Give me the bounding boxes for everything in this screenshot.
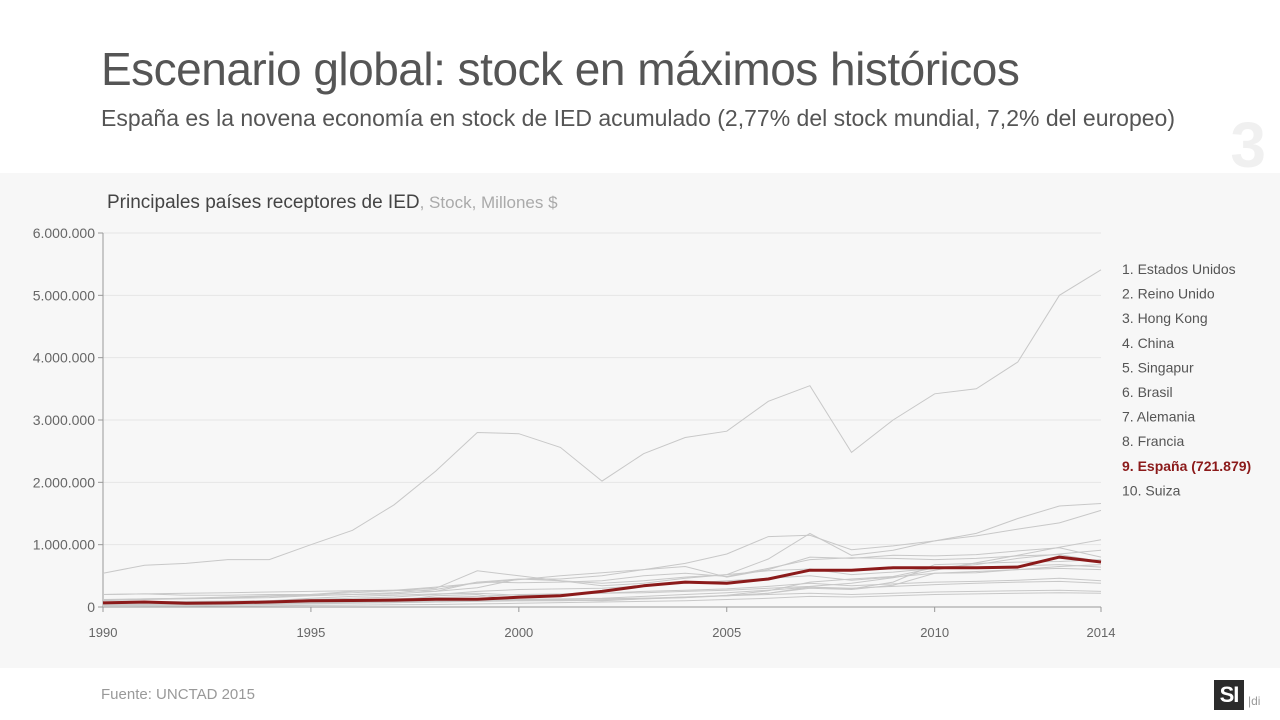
legend-item: 5. Singapur — [1122, 359, 1194, 375]
y-tick-label: 2.000.000 — [33, 474, 95, 490]
series-line — [102, 547, 1102, 601]
legend-item: 1. Estados Unidos — [1122, 261, 1236, 277]
y-tick-label: 1.000.000 — [33, 537, 95, 553]
legend-item: 6. Brasil — [1122, 384, 1173, 400]
x-tick-label: 2010 — [920, 625, 949, 640]
y-tick-label: 6.000.000 — [33, 225, 95, 241]
source-note: Fuente: UNCTAD 2015 — [101, 686, 255, 703]
y-tick-label: 5.000.000 — [33, 287, 95, 303]
page-subtitle: España es la novena economía en stock de… — [101, 105, 1175, 131]
chart-title-text: Principales países receptores de IED — [107, 192, 420, 213]
legend-item: 9. España (721.879) — [1122, 458, 1251, 474]
chart-title: Principales países receptores de IED, St… — [107, 192, 558, 214]
legend-item: 3. Hong Kong — [1122, 310, 1208, 326]
x-tick-label: 2000 — [504, 625, 533, 640]
page-title: Escenario global: stock en máximos histó… — [101, 43, 1020, 95]
series-line-espana — [102, 555, 1102, 605]
x-tick-label: 2014 — [1087, 625, 1116, 640]
series-line — [102, 592, 1102, 607]
page-number: 3 — [1230, 109, 1266, 181]
x-tick-label: 2005 — [712, 625, 741, 640]
logo: SI — [1214, 680, 1244, 710]
legend-item: 4. China — [1122, 335, 1174, 351]
x-tick-label: 1995 — [296, 625, 325, 640]
series-line — [102, 554, 1102, 602]
logo-tail: |di — [1248, 694, 1261, 708]
x-tick-label: 1990 — [89, 625, 118, 640]
series-line — [102, 269, 1102, 574]
y-tick-label: 0 — [87, 599, 95, 615]
y-tick-label: 4.000.000 — [33, 350, 95, 366]
series-line — [102, 580, 1102, 607]
series-line — [102, 509, 1102, 595]
legend-item: 10. Suiza — [1122, 482, 1181, 498]
y-tick-label: 3.000.000 — [33, 412, 95, 428]
legend-item: 2. Reino Unido — [1122, 286, 1215, 302]
chart-unit: , Stock, Millones $ — [419, 193, 558, 212]
legend-item: 8. Francia — [1122, 433, 1184, 449]
legend-item: 7. Alemania — [1122, 409, 1195, 425]
